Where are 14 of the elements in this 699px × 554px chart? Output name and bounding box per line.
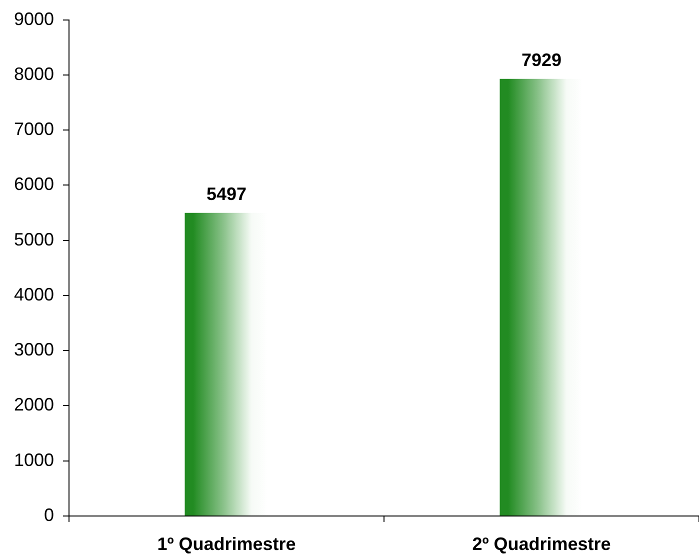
- y-tick-label: 5000: [14, 229, 54, 250]
- y-tick-label: 7000: [14, 119, 54, 140]
- x-tick-label: 1º Quadrimestre: [157, 534, 296, 554]
- y-tick-label: 0: [44, 504, 54, 525]
- y-tick-label: 1000: [14, 450, 54, 470]
- y-tick-label: 2000: [14, 394, 54, 415]
- y-tick-label: 8000: [14, 64, 54, 84]
- data-label: 7929: [521, 50, 562, 70]
- data-label: 5497: [206, 184, 247, 204]
- y-tick-label: 9000: [14, 8, 54, 29]
- y-tick-label: 3000: [14, 340, 54, 360]
- x-tick-label: 2º Quadrimestre: [472, 534, 611, 554]
- y-tick-label: 4000: [14, 284, 54, 304]
- y-tick-label: 6000: [14, 174, 54, 194]
